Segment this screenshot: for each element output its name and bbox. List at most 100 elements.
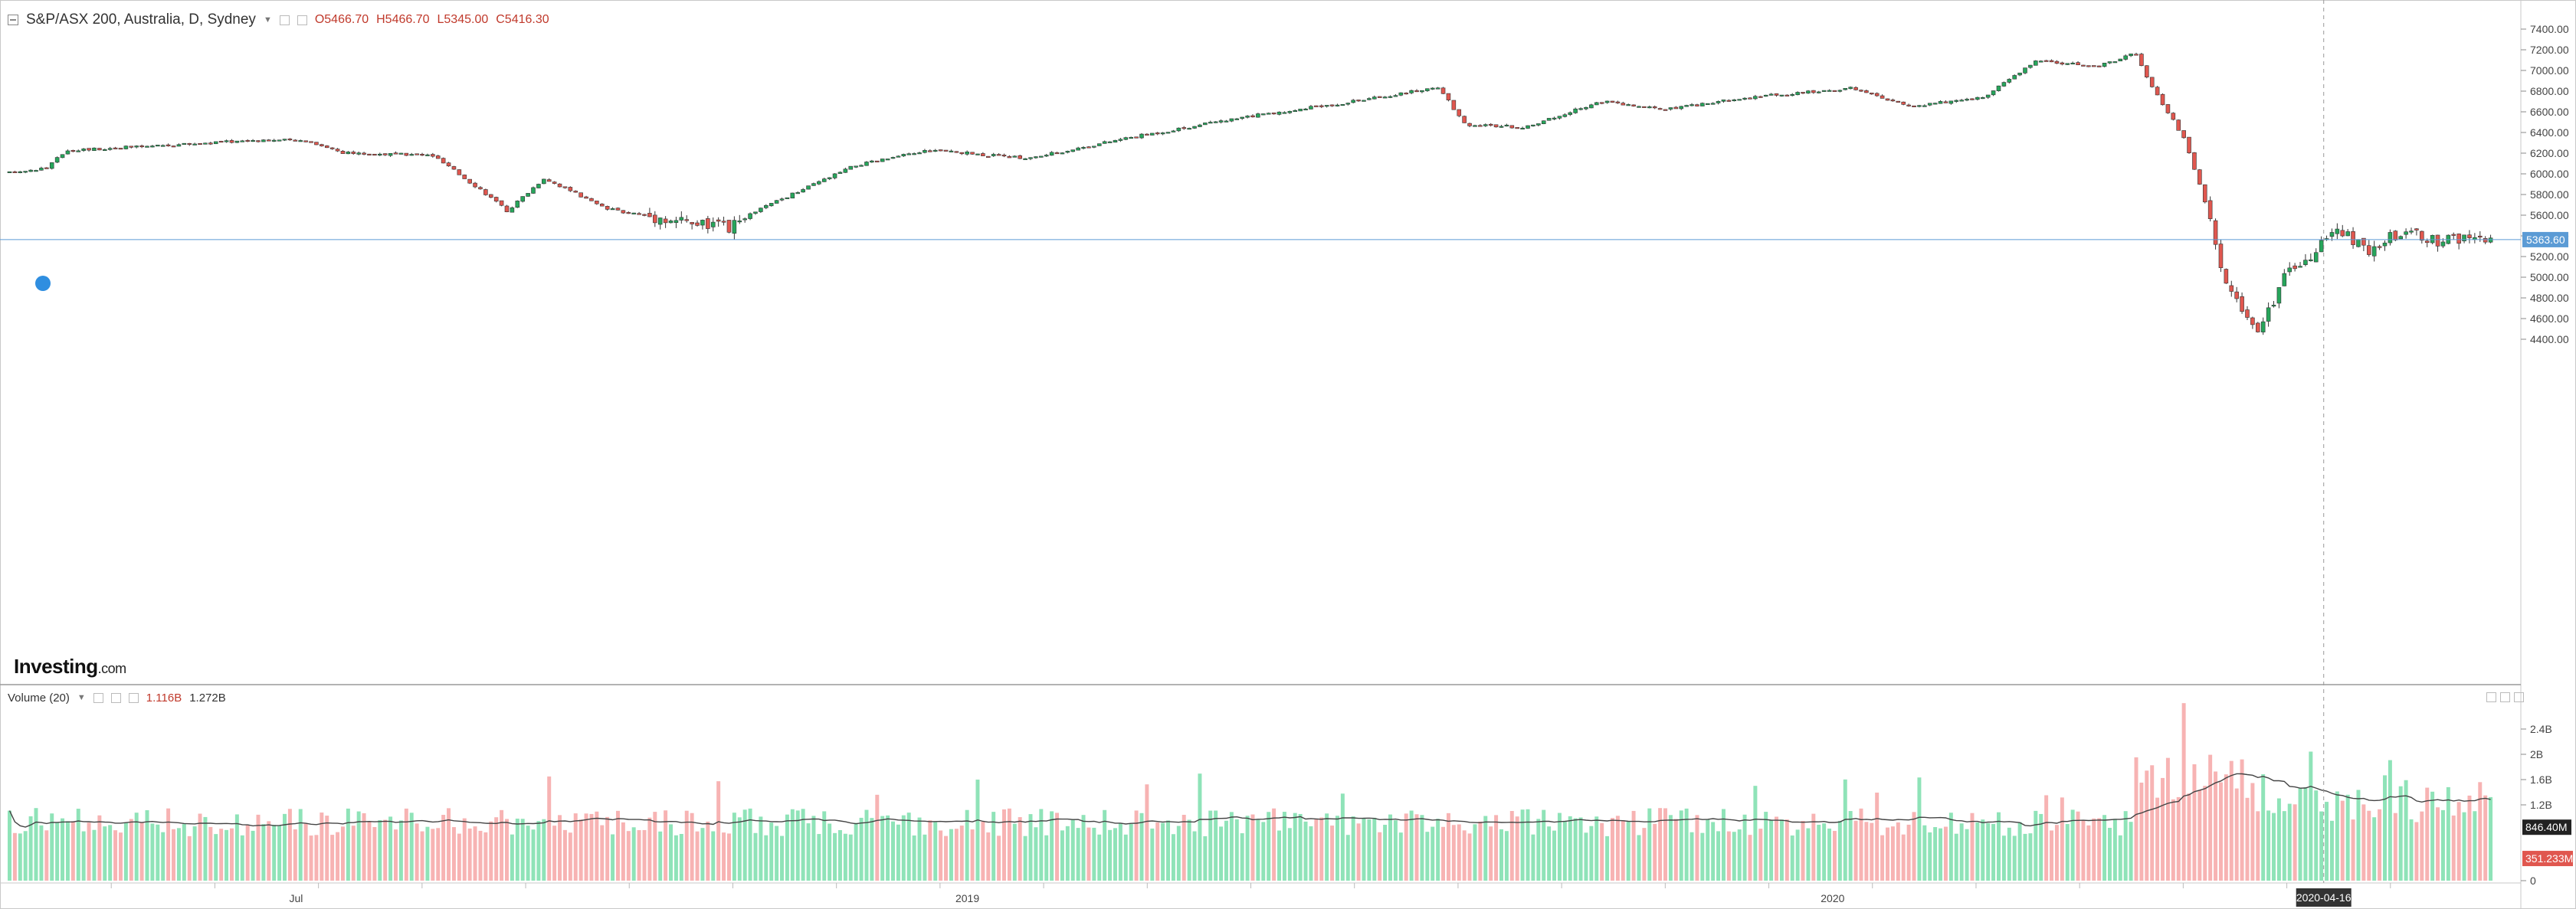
close-icon[interactable]	[128, 692, 139, 703]
candle-body	[1398, 92, 1404, 96]
volume-bar	[8, 810, 11, 881]
volume-bar	[2012, 835, 2017, 881]
candle-body	[1753, 96, 1758, 100]
volume-bar	[870, 818, 874, 881]
volume-bar	[1287, 828, 1292, 881]
volume-bar	[991, 812, 996, 881]
candle-body	[457, 169, 462, 175]
candle-body	[1557, 116, 1562, 119]
volume-bar	[1769, 820, 1774, 881]
volume-bar	[949, 829, 953, 881]
volume-bar	[1864, 822, 1869, 881]
volume-bar	[309, 835, 313, 881]
candle-body	[1917, 105, 1922, 107]
volume-bar	[394, 829, 398, 881]
candle-body	[2076, 62, 2080, 65]
candle-body	[2293, 265, 2297, 270]
candle-body	[1165, 132, 1171, 134]
investing-logo: Investing.com	[14, 655, 126, 678]
volume-bar	[1642, 828, 1647, 881]
candle-body	[2012, 75, 2017, 80]
candle-body	[605, 206, 610, 210]
candle-body	[171, 146, 176, 148]
volume-bar	[1007, 808, 1011, 881]
volume-bar	[1785, 819, 1789, 881]
volume-bar	[1076, 828, 1080, 881]
candle-body	[2187, 136, 2191, 153]
volume-bar	[1711, 822, 1716, 881]
candle-body	[1372, 96, 1377, 100]
candle-body	[2181, 130, 2186, 139]
candle-body	[1531, 124, 1535, 126]
candle-body	[1145, 133, 1149, 136]
volume-bar	[2192, 764, 2197, 881]
volume-bar	[621, 822, 625, 881]
close-icon[interactable]	[297, 15, 307, 25]
volume-bar	[224, 829, 229, 881]
candle-body	[610, 208, 615, 211]
volume-bar	[409, 813, 414, 881]
maximize-icon[interactable]	[2500, 692, 2510, 702]
volume-bar	[97, 815, 102, 881]
candle-body	[1092, 146, 1096, 148]
settings-icon[interactable]	[110, 692, 121, 703]
candle-body	[1573, 108, 1578, 113]
chevron-down-icon[interactable]: ▼	[263, 15, 272, 25]
price-tick-label: 4600.00	[2530, 312, 2569, 325]
volume-bar	[822, 811, 827, 881]
volume-bar	[1261, 822, 1266, 881]
candle-body	[1509, 125, 1515, 129]
volume-bar	[55, 822, 60, 881]
volume-bar	[1356, 823, 1361, 881]
settings-icon[interactable]	[279, 15, 290, 25]
candle-body	[2483, 238, 2488, 243]
candle-body	[1414, 90, 1419, 93]
move-up-icon[interactable]	[2486, 692, 2496, 702]
candle-body	[906, 153, 911, 155]
volume-bar	[1340, 793, 1345, 881]
volume-bar	[1975, 822, 1980, 881]
price-tick-label: 5000.00	[2530, 271, 2569, 283]
volume-bar	[2478, 782, 2483, 881]
volume-bar	[2165, 757, 2170, 881]
volume-bar	[2086, 825, 2091, 881]
candle-body	[192, 143, 197, 146]
close-icon[interactable]	[2514, 692, 2524, 702]
volume-bar	[28, 816, 33, 881]
candle-body	[801, 189, 805, 193]
volume-bar	[2398, 786, 2403, 881]
volume-bar	[1277, 830, 1281, 881]
volume-bar	[1478, 821, 1483, 881]
candle-body	[1139, 133, 1144, 139]
volume-bar	[589, 813, 594, 881]
chevron-down-icon[interactable]: ▼	[77, 693, 86, 702]
collapse-icon[interactable]	[8, 15, 18, 25]
candle-body	[87, 148, 91, 151]
volume-bar	[578, 819, 583, 881]
last-price-label: 5363.60	[2526, 234, 2565, 246]
volume-title: Volume (20)	[8, 691, 70, 705]
candle-body	[2065, 63, 2070, 65]
volume-bar	[1483, 816, 1488, 881]
candle-body	[1049, 152, 1054, 156]
volume-bar	[1795, 829, 1800, 881]
candle-body	[1922, 105, 1927, 107]
candle-body	[1932, 103, 1938, 105]
candle-body	[949, 150, 954, 152]
volume-bar	[1012, 823, 1017, 881]
time-tick-label: Jul	[289, 892, 303, 904]
candle-body	[478, 187, 483, 190]
volume-bar	[716, 781, 721, 881]
candle-body	[1848, 87, 1853, 90]
volume-bar	[229, 828, 234, 881]
volume-bar	[595, 811, 599, 881]
candle-body	[1768, 93, 1774, 96]
candle-body	[2155, 87, 2160, 96]
candle-body	[552, 181, 557, 184]
candle-body	[1176, 127, 1181, 132]
axis-labels: 4400.004600.004800.005000.005200.005400.…	[110, 23, 2573, 907]
volume-bar	[1568, 816, 1572, 881]
volume-bar	[2007, 827, 2011, 881]
visibility-icon[interactable]	[93, 692, 103, 703]
